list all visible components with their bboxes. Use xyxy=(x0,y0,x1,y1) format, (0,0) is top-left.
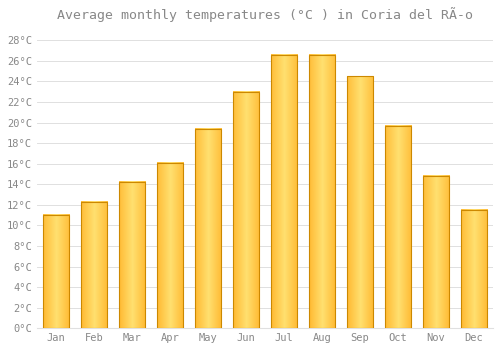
Bar xyxy=(42,215,69,328)
Title: Average monthly temperatures (°C ) in Coria del RÃ­o: Average monthly temperatures (°C ) in Co… xyxy=(57,7,473,22)
Bar xyxy=(156,163,183,328)
Bar xyxy=(460,210,487,328)
Bar xyxy=(346,76,374,328)
Bar xyxy=(80,202,107,328)
Bar xyxy=(384,126,411,328)
Bar xyxy=(308,55,336,328)
Bar xyxy=(194,129,221,328)
Bar xyxy=(232,92,259,328)
Bar xyxy=(422,176,450,328)
Bar xyxy=(118,182,145,328)
Bar xyxy=(270,55,297,328)
